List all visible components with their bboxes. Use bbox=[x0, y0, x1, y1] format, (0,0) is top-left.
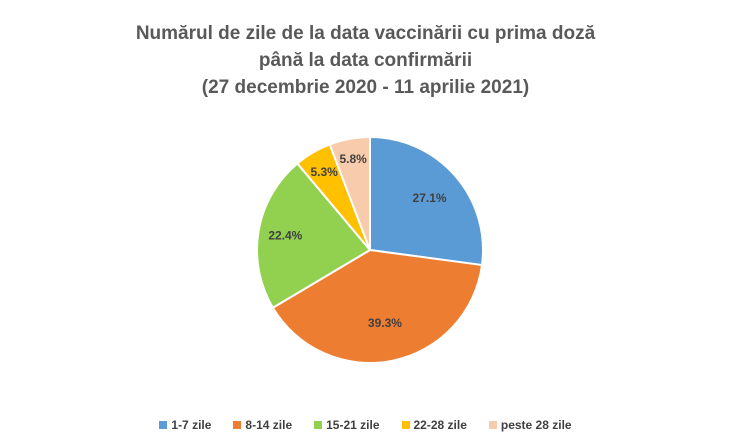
slice-label-4: 5.3% bbox=[311, 165, 339, 179]
legend-swatch-1 bbox=[159, 421, 168, 429]
pie-slice-2 bbox=[271, 248, 484, 364]
legend-item-5: peste 28 zile bbox=[488, 418, 572, 432]
legend-item-1: 1-7 zile bbox=[159, 418, 211, 432]
chart-title-line-2: până la data confirmării bbox=[258, 50, 473, 71]
legend-item-2: 8-14 zile bbox=[233, 418, 292, 432]
legend-item-3: 15-21 zile bbox=[314, 418, 380, 432]
legend-label-5: peste 28 zile bbox=[500, 418, 572, 432]
chart-title-line-1: Numărul de zile de la data vaccinării cu… bbox=[135, 23, 596, 44]
pie-slice-5 bbox=[328, 135, 371, 251]
chart-title: Numărul de zile de la data vaccinării cu… bbox=[0, 20, 731, 101]
slice-label-2: 39.3% bbox=[368, 316, 402, 330]
legend-label-1: 1-7 zile bbox=[171, 418, 212, 432]
legend-label-3: 15-21 zile bbox=[326, 418, 380, 432]
slice-label-5: 5.8% bbox=[340, 152, 368, 166]
chart-legend: 1-7 zile 8-14 zile 15-21 zile 22-28 zile pes… bbox=[0, 418, 731, 432]
legend-label-2: 8-14 zile bbox=[245, 418, 293, 432]
pie-slice-1 bbox=[369, 135, 484, 267]
legend-swatch-4 bbox=[401, 421, 410, 429]
legend-swatch-5 bbox=[488, 421, 497, 429]
pie-slice-3 bbox=[256, 162, 372, 310]
slice-label-3: 22.4% bbox=[268, 229, 302, 243]
legend-label-4: 22-28 zile bbox=[413, 418, 467, 432]
legend-swatch-3 bbox=[314, 421, 323, 429]
slice-label-1: 27.1% bbox=[413, 191, 447, 205]
legend-swatch-2 bbox=[233, 421, 242, 429]
chart-title-line-3: (27 decembrie 2020 - 11 aprilie 2021) bbox=[201, 77, 530, 98]
legend-item-4: 22-28 zile bbox=[401, 418, 467, 432]
